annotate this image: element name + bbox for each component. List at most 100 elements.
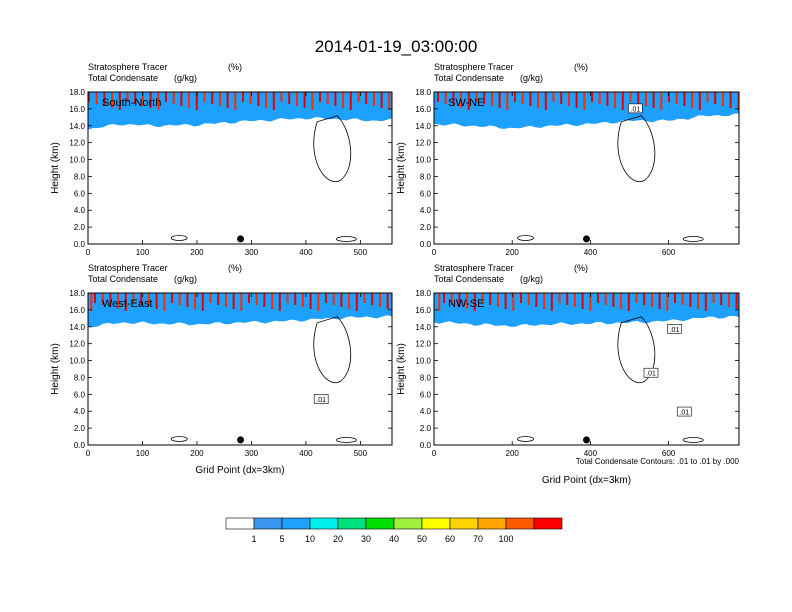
contour-line	[335, 437, 357, 443]
x-tick-label: 0	[86, 449, 91, 458]
tracer-streak	[591, 92, 593, 102]
contour-line	[335, 236, 357, 242]
plot-frame	[433, 292, 740, 446]
tracer-streak	[147, 293, 150, 307]
tracer-streak	[340, 293, 343, 307]
tracer-streak	[443, 293, 445, 303]
tracer-streak	[689, 293, 692, 307]
colorbar-level-label: 50	[417, 534, 427, 544]
y-tick-label: 12.0	[415, 340, 431, 349]
tracer-streak	[380, 92, 383, 108]
colorbar: 1 5 10 20 30 40 50 60 70 100	[225, 517, 563, 544]
x-tick-label: 200	[190, 248, 204, 257]
tracer-streak	[157, 92, 160, 110]
colorbar-level-label: 20	[333, 534, 343, 544]
x-tick-label: 600	[662, 248, 676, 257]
y-tick-label: 12.0	[69, 139, 85, 148]
tracer-streak	[242, 92, 244, 102]
y-tick-label: 12.0	[415, 139, 431, 148]
tracer-streak	[529, 92, 532, 106]
y-tick-label: 8.0	[74, 172, 86, 181]
tracer-streak	[371, 293, 374, 305]
tracer-streak	[735, 293, 738, 309]
tracer-streak	[681, 293, 684, 305]
contour-line	[517, 436, 534, 442]
y-tick-label: 16.0	[69, 306, 85, 315]
tracer-field	[88, 92, 392, 130]
tracer-streak	[575, 92, 578, 108]
colorbar-level-label: 30	[361, 534, 371, 544]
location-marker	[237, 436, 245, 444]
tracer-streak	[332, 293, 335, 305]
tracer-streak	[265, 92, 268, 108]
tracer-streak	[295, 92, 298, 106]
tracer-streak	[103, 92, 106, 106]
tracer-streak	[172, 92, 175, 104]
tracer-streak	[675, 92, 678, 104]
y-tick-label: 2.0	[74, 424, 86, 433]
y-tick-label: 10.0	[415, 357, 431, 366]
tracer-streak	[629, 92, 632, 102]
contour-line	[682, 437, 704, 443]
y-tick-label: 10.0	[69, 357, 85, 366]
colorbar-swatch	[337, 517, 367, 530]
tracer-streak	[363, 293, 366, 303]
contour-note: Total Condensate Contours: .01 to .01 by…	[576, 457, 740, 466]
contour-label-box	[667, 324, 682, 334]
y-tick-label: 6.0	[420, 189, 432, 198]
x-tick-label: 0	[86, 248, 91, 257]
tracer-streak	[326, 92, 329, 104]
y-tick-label: 6.0	[420, 390, 432, 399]
contour-label-box	[643, 367, 659, 378]
tracer-streak	[691, 92, 694, 108]
panel-field-name: Stratosphere Tracer	[434, 62, 514, 72]
x-tick-label: 400	[299, 449, 313, 458]
colorbar-level-label: 10	[305, 534, 315, 544]
x-tick-label: 400	[299, 248, 313, 257]
x-tick-label: 200	[190, 449, 204, 458]
tracer-streak	[720, 293, 723, 305]
tracer-streak	[473, 293, 476, 311]
tracer-streak	[697, 293, 700, 309]
tracer-streak	[186, 293, 189, 307]
colorbar-swatch	[365, 517, 395, 530]
tracer-streak	[444, 92, 447, 104]
colorbar-level-label: 5	[279, 534, 284, 544]
tracer-streak	[437, 92, 439, 102]
contour-label-box	[313, 394, 329, 404]
y-tick-label: 18.0	[415, 88, 431, 97]
tracer-streak	[550, 293, 553, 311]
y-tick-label: 16.0	[415, 105, 431, 114]
contour-label: .01	[670, 327, 680, 334]
contour-line	[313, 115, 352, 182]
y-tick-label: 4.0	[420, 407, 432, 416]
panel-label: South-North	[102, 97, 161, 109]
panel-field-name: Stratosphere Tracer	[88, 263, 168, 273]
tracer-streak	[666, 293, 669, 311]
tracer-streak	[614, 92, 617, 108]
tracer-streak	[126, 92, 129, 102]
contour-line	[313, 316, 352, 383]
tracer-band	[434, 92, 739, 129]
y-tick-label: 8.0	[420, 172, 432, 181]
y-tick-label: 4.0	[74, 206, 86, 215]
tracer-streak	[450, 293, 453, 305]
tracer-streak	[583, 92, 586, 110]
tracer-streak	[165, 92, 167, 102]
y-tick-label: 18.0	[69, 289, 85, 298]
y-tick-label: 14.0	[415, 323, 431, 332]
plot-frame	[87, 292, 393, 446]
colorbar-swatch	[421, 517, 451, 530]
y-tick-label: 10.0	[69, 156, 85, 165]
tracer-streak	[365, 92, 368, 104]
tracer-streak	[201, 293, 204, 311]
tracer-streak	[88, 92, 90, 102]
tracer-streak	[558, 293, 561, 303]
colorbar-swatch	[253, 517, 283, 530]
tracer-streak	[560, 92, 563, 104]
tracer-streak	[280, 92, 283, 102]
x-tick-label: 100	[136, 449, 150, 458]
tracer-streak	[635, 293, 638, 303]
y-tick-label: 16.0	[415, 306, 431, 315]
